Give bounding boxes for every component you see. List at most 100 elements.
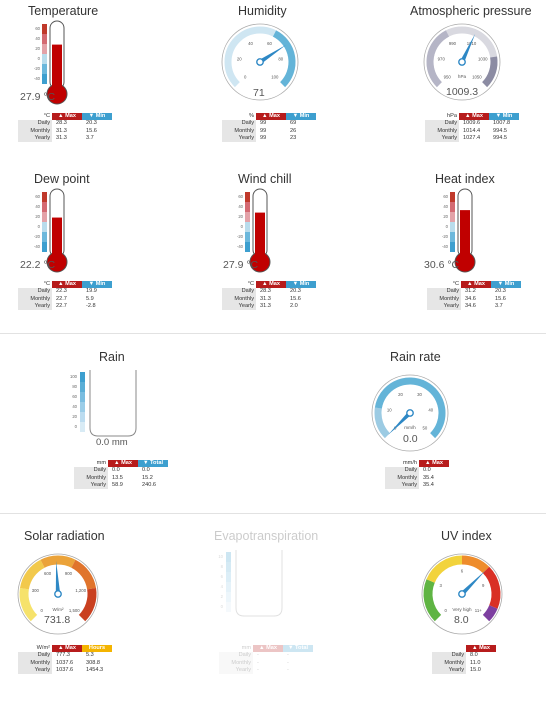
stats-max-value: 0.0 <box>112 467 120 474</box>
stats-max-header: ▲ Max <box>466 645 496 653</box>
gauge-hub <box>406 409 414 417</box>
gauge-tick-label: 20 <box>398 392 403 397</box>
stats-row-label: Monthly <box>18 127 52 135</box>
scale-segment <box>42 202 47 212</box>
scale-tick-label: 40 <box>443 204 448 209</box>
gauge-tick-label: 950 <box>444 74 452 79</box>
scale-tick-label: -20 <box>34 234 41 239</box>
stats-unit-header: mm/h <box>403 460 417 466</box>
rain-stats: mm ▲ Max ▼ Total Daily 0.0 0.0 Monthly 13.5 15.2… <box>74 460 168 490</box>
rain-title: Rain <box>99 350 125 364</box>
uv-gauge: 0 3 6 9 11+Very high <box>421 553 503 635</box>
stats-max-value: 15.0 <box>470 666 481 673</box>
stats-secondary-value: 20.3 <box>86 120 97 127</box>
stats-max-value: 34.6 <box>465 302 476 309</box>
stats-unit-header: % <box>249 113 254 119</box>
scale-segment <box>245 212 250 222</box>
scale-tick-label: 60 <box>72 394 77 399</box>
stats-row: Monthly 35.4 <box>385 474 449 482</box>
scale-segment <box>450 202 455 212</box>
gauge-band <box>461 555 490 574</box>
stats-row-label: Monthly <box>427 295 461 303</box>
stats-max-header: ▲ Max <box>52 645 82 653</box>
dew-point-value: 22.2 °C <box>20 259 56 271</box>
scale-segment <box>42 24 47 34</box>
stats-secondary-value: 240.6 <box>142 481 156 488</box>
rain-gauge: 100 80 60 40 20 0 <box>70 370 137 437</box>
gauge-band-accent <box>374 407 390 439</box>
gauge-tick-label: 80 <box>278 56 283 61</box>
scale-tick-label: 4 <box>221 584 224 589</box>
stats-secondary-value: 20.3 <box>495 288 506 295</box>
gauge-tick-label: 970 <box>438 56 446 61</box>
scale-segment <box>450 232 455 242</box>
stats-unit-header <box>432 645 466 652</box>
scale-segment <box>245 232 250 242</box>
stats-row: Monthly 22.7 5.9 <box>18 295 112 303</box>
stats-max-value: - <box>257 652 259 659</box>
stats-secondary-value: 20.3 <box>290 288 301 295</box>
uv-value: 8.0 <box>454 614 469 626</box>
stats-row-label: Daily <box>222 288 256 296</box>
gauge-tick-label: 1,500 <box>69 608 80 613</box>
stats-max-value: 1027.4 <box>463 134 481 141</box>
gauge-tick-label: 1,200 <box>75 588 86 593</box>
stats-max-value: - <box>257 666 259 673</box>
scale-tick-label: -20 <box>442 234 449 239</box>
stats-max-header: ▲ Max <box>459 113 489 121</box>
stats-secondary-value: 3.7 <box>86 134 94 141</box>
gauge-tick-label: 10 <box>387 407 392 412</box>
scale-tick-label: 0 <box>75 424 78 429</box>
scale-tick-label: 20 <box>35 46 40 51</box>
stats-row-label: Daily <box>74 467 108 475</box>
scale-tick-label: 60 <box>238 194 243 199</box>
stats-max-value: 31.3 <box>260 302 271 309</box>
stats-row: Yearly 1027.4 994.5 <box>425 134 519 143</box>
gauge-unit-label: mm/h <box>404 425 416 430</box>
temperature-value: 27.9 °C <box>20 91 56 103</box>
stats-row: Daily 0.0 0.0 <box>74 467 168 475</box>
stats-row: Monthly 31.3 15.6 <box>18 127 112 135</box>
stats-unit-header: mm <box>241 645 251 651</box>
scale-segment <box>80 422 85 432</box>
stats-row: Daily 28.3 20.3 <box>18 120 112 128</box>
solar-title: Solar radiation <box>24 529 105 543</box>
scale-tick-label: 20 <box>238 214 243 219</box>
gauge-tick-label: 6 <box>461 569 464 574</box>
wind-chill-stats: °C ▲ Max ▼ Min Daily 28.3 20.3 Monthly 31.3 15.6… <box>222 281 316 311</box>
scale-tick-label: 40 <box>72 404 77 409</box>
gauge-band <box>40 555 76 568</box>
stats-max-value: 1009.6 <box>463 120 481 127</box>
stats-row-label: Yearly <box>385 481 419 490</box>
wind-chill-thermometer: 60 40 20 0 -20 -40 <box>237 188 271 273</box>
stats-row: Monthly 31.3 15.6 <box>222 295 316 303</box>
stats-secondary-value: 15.6 <box>86 127 97 134</box>
rain-rate-gauge: 01020304050mm/h <box>371 374 449 452</box>
stats-secondary-header: ▼ Total <box>138 460 168 468</box>
stats-row-label: Monthly <box>74 474 108 482</box>
stats-secondary-value: 0.0 <box>142 467 150 474</box>
stats-row-label: Daily <box>385 467 419 475</box>
scale-segment <box>226 572 231 582</box>
stats-secondary-header: ▼ Total <box>283 645 313 653</box>
scale-tick-label: 0 <box>38 56 41 61</box>
gauge-tick-label: 990 <box>449 41 457 46</box>
stats-unit-header: W/m² <box>36 645 50 651</box>
stats-row: Daily 99 69 <box>222 120 316 128</box>
stats-max-value: 58.9 <box>112 481 123 488</box>
stats-row: Monthly 1014.4 994.5 <box>425 127 519 135</box>
scale-segment <box>450 192 455 202</box>
stats-max-value: 31.3 <box>56 127 67 134</box>
thermometer-level <box>255 212 265 260</box>
stats-secondary-value: 15.6 <box>495 295 506 302</box>
stats-max-value: 99 <box>260 127 267 134</box>
rain-value: 0.0 mm <box>96 437 128 448</box>
stats-row: Daily 8.0 <box>432 652 496 660</box>
temperature-thermometer: 60 40 20 0 -20 -40 <box>34 20 68 105</box>
gauge-tick-label: 1050 <box>472 74 482 79</box>
stats-secondary-value: 5.9 <box>86 295 94 302</box>
stats-secondary-value: 15.2 <box>142 474 153 481</box>
rain-rate-title: Rain rate <box>390 350 441 364</box>
stats-row-label: Yearly <box>18 302 52 311</box>
stats-unit-header: °C <box>43 281 50 287</box>
